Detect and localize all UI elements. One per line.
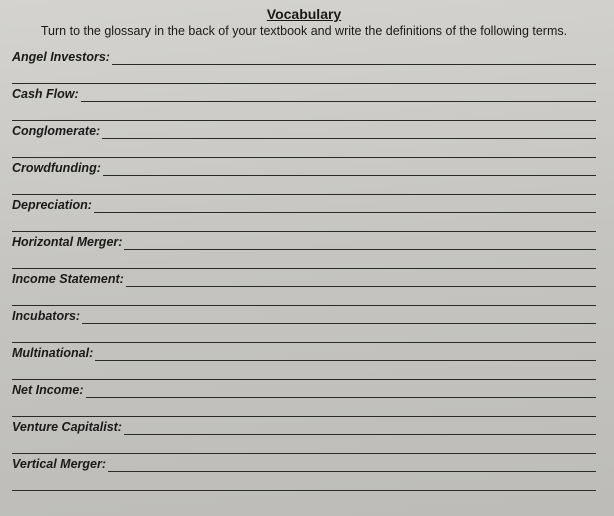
write-line xyxy=(12,400,596,417)
term-block: Cash Flow: xyxy=(12,87,596,121)
term-block: Income Statement: xyxy=(12,272,596,306)
instructions-text: Turn to the glossary in the back of your… xyxy=(12,24,596,38)
term-row: Cash Flow: xyxy=(12,87,596,102)
write-line xyxy=(124,421,596,435)
write-line xyxy=(12,67,596,84)
term-row: Incubators: xyxy=(12,309,596,324)
term-label: Incubators: xyxy=(12,309,82,324)
write-line xyxy=(126,273,596,287)
write-line xyxy=(112,51,596,65)
term-label: Income Statement: xyxy=(12,272,126,287)
term-label: Multinational: xyxy=(12,346,95,361)
write-line xyxy=(12,104,596,121)
write-line xyxy=(12,252,596,269)
worksheet-page: Vocabulary Turn to the glossary in the b… xyxy=(0,0,614,516)
term-row: Conglomerate: xyxy=(12,124,596,139)
term-block: Crowdfunding: xyxy=(12,161,596,195)
write-line xyxy=(95,347,596,361)
write-line xyxy=(81,88,596,102)
term-row: Angel Investors: xyxy=(12,50,596,65)
term-row: Vertical Merger: xyxy=(12,457,596,472)
term-block: Angel Investors: xyxy=(12,50,596,84)
term-row: Multinational: xyxy=(12,346,596,361)
write-line xyxy=(94,199,596,213)
write-line xyxy=(12,215,596,232)
term-block: Conglomerate: xyxy=(12,124,596,158)
term-block: Multinational: xyxy=(12,346,596,380)
term-block: Net Income: xyxy=(12,383,596,417)
term-block: Vertical Merger: xyxy=(12,457,596,491)
write-line xyxy=(12,363,596,380)
term-label: Net Income: xyxy=(12,383,86,398)
term-row: Horizontal Merger: xyxy=(12,235,596,250)
term-block: Horizontal Merger: xyxy=(12,235,596,269)
term-label: Venture Capitalist: xyxy=(12,420,124,435)
write-line xyxy=(12,141,596,158)
term-label: Crowdfunding: xyxy=(12,161,103,176)
term-row: Venture Capitalist: xyxy=(12,420,596,435)
terms-list: Angel Investors: Cash Flow: Conglomerate: C… xyxy=(12,50,596,491)
term-label: Depreciation: xyxy=(12,198,94,213)
term-label: Vertical Merger: xyxy=(12,457,108,472)
write-line xyxy=(82,310,596,324)
write-line xyxy=(108,458,596,472)
term-row: Depreciation: xyxy=(12,198,596,213)
write-line xyxy=(103,162,596,176)
write-line xyxy=(12,437,596,454)
write-line xyxy=(12,474,596,491)
term-label: Conglomerate: xyxy=(12,124,102,139)
write-line xyxy=(86,384,596,398)
term-label: Horizontal Merger: xyxy=(12,235,124,250)
write-line xyxy=(124,236,596,250)
term-block: Venture Capitalist: xyxy=(12,420,596,454)
term-row: Income Statement: xyxy=(12,272,596,287)
write-line xyxy=(102,125,596,139)
term-row: Net Income: xyxy=(12,383,596,398)
write-line xyxy=(12,178,596,195)
term-label: Cash Flow: xyxy=(12,87,81,102)
write-line xyxy=(12,326,596,343)
term-row: Crowdfunding: xyxy=(12,161,596,176)
page-title: Vocabulary xyxy=(12,6,596,22)
write-line xyxy=(12,289,596,306)
term-block: Depreciation: xyxy=(12,198,596,232)
term-block: Incubators: xyxy=(12,309,596,343)
term-label: Angel Investors: xyxy=(12,50,112,65)
